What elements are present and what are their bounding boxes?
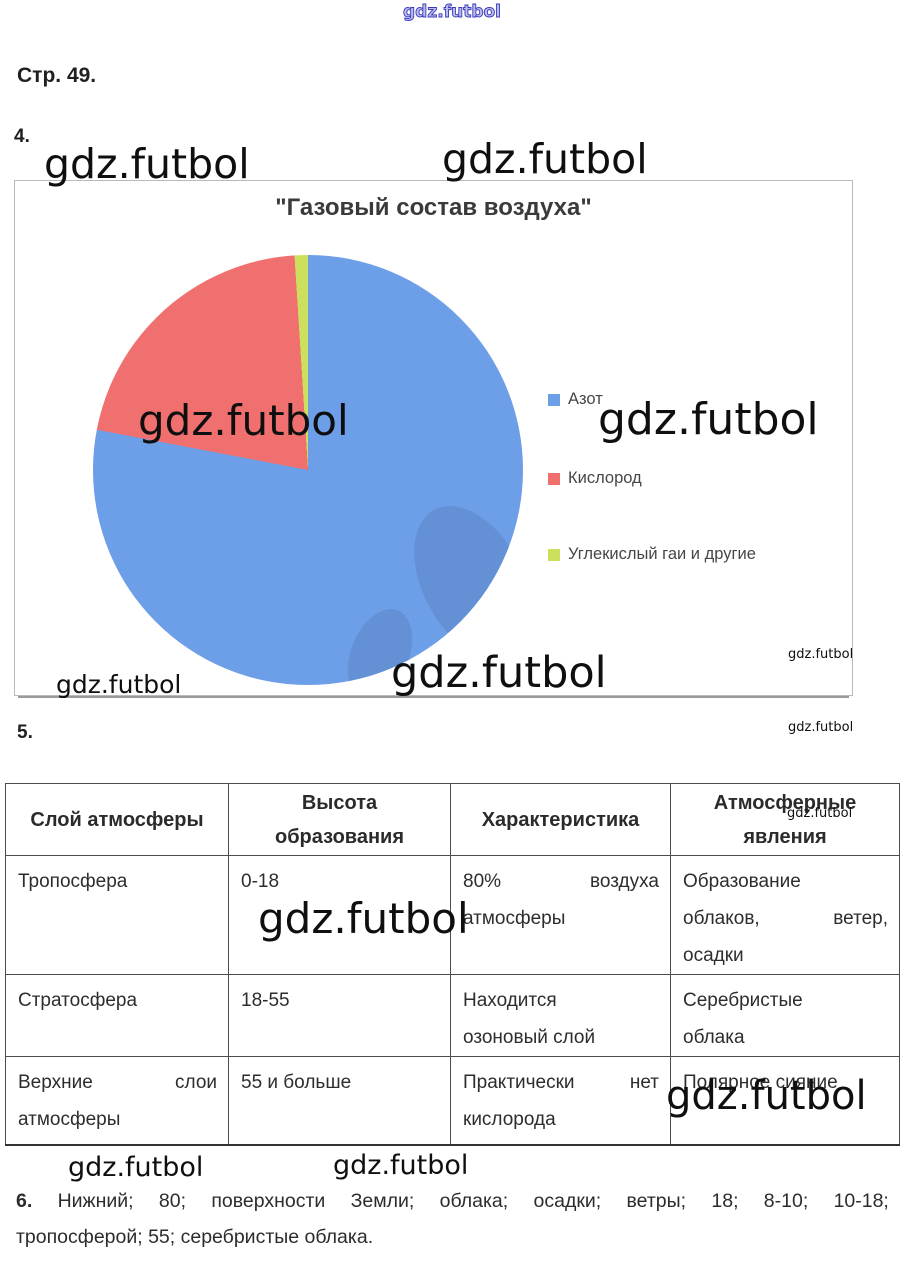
answer-6-word: 10-18; [833,1190,889,1212]
watermark: gdz.futbol [598,394,819,445]
answer-6: 6. Нижний; 80; поверхности Земли; облака; осад… [16,1190,889,1249]
page-number-label: Стр. 49. [17,64,97,87]
answer-6-word: осадки; [533,1190,602,1212]
section-5-label: 5. [17,722,33,743]
table-cell: Полярное сияние [670,1056,900,1145]
watermark: gdz.futbol [787,806,853,821]
chart-title: "Газовый состав воздуха" [275,194,592,221]
table-cell: Серебристые облака [670,974,900,1057]
legend-item: Кислород [548,469,642,488]
watermark: gdz.futbol [44,140,250,188]
atmosphere-table: Слой атмосферы Высота образования Характери… [5,783,900,1146]
table-cell: 18-55 [228,974,451,1057]
watermark: gdz.futbol [333,1150,469,1181]
watermark: gdz.futbol [138,396,349,445]
table-header-cell: Характеристика [450,783,671,856]
section-4-label: 4. [14,126,30,147]
section-6-label: 6. [16,1190,33,1212]
answer-6-word: Земли; [350,1190,415,1212]
table-header-cell: Атмосферные явления [670,783,900,856]
watermark: gdz.futbol [56,670,182,699]
table-cell: Стратосфера [5,974,229,1057]
table-header-row: Слой атмосферы Высота образования Характери… [5,783,900,856]
table-cell: Верхние слои атмосферы [5,1056,229,1145]
legend-swatch [548,393,560,406]
pie-chart [93,255,523,685]
table-cell: Практически нет кислорода [450,1056,671,1145]
answer-6-word: облака; [439,1190,509,1212]
table-cell: Находится озоновый слой [450,974,671,1057]
watermark: gdz.futbol [68,1152,204,1183]
answer-6-word: 18; [711,1190,739,1212]
answer-6-line1: 6. Нижний; 80; поверхности Земли; облака; осад… [16,1190,889,1213]
table-row: Стратосфера 18-55 Находится озоновый слой Се… [5,974,900,1057]
answer-6-word: Нижний; [57,1190,134,1212]
legend-label: Углекислый гаи и другие [568,545,756,563]
answer-6-word: ветры; [626,1190,687,1212]
table-cell: 55 и больше [228,1056,451,1145]
table-cell: Тропосфера [5,855,229,975]
watermark: gdz.futbol [442,135,648,183]
legend-label: Азот [568,390,603,408]
legend-item: Углекислый гаи и другие [548,545,756,564]
table-row: Верхние слои атмосферы 55 и больше Практичес… [5,1056,900,1145]
answer-6-word: 80; [158,1190,186,1212]
table-header-cell: Слой атмосферы [5,783,229,856]
table-cell: 0-18 [228,855,451,975]
table-cell: Образование облаков, ветер, осадки [670,855,900,975]
legend-swatch [548,548,560,561]
table-row: Тропосфера 0-18 80% воздуха атмосферы Образов… [5,855,900,975]
watermark: gdz.futbol [788,720,854,735]
watermark: gdz.futbol [391,648,607,698]
answer-6-line2: тропосферой; 55; серебристые облака. [16,1226,374,1248]
chart-frame: "Газовый состав воздуха" Азот Кислород Угл… [14,180,853,696]
legend-label: Кислород [568,469,642,487]
table-cell: 80% воздуха атмосферы [450,855,671,975]
watermark: gdz.futbol [258,894,469,943]
site-watermark: gdz.futbol [403,2,502,22]
legend-item: Азот [548,390,603,409]
table-header-cell: Высота образования [228,783,451,856]
chart-legend: Азот Кислород Углекислый гаи и другие [548,181,848,611]
watermark: gdz.futbol [788,647,854,662]
watermark: gdz.futbol [666,1073,867,1119]
answer-6-word: поверхности [211,1190,326,1212]
answer-6-word: 8-10; [763,1190,809,1212]
legend-swatch [548,472,560,485]
